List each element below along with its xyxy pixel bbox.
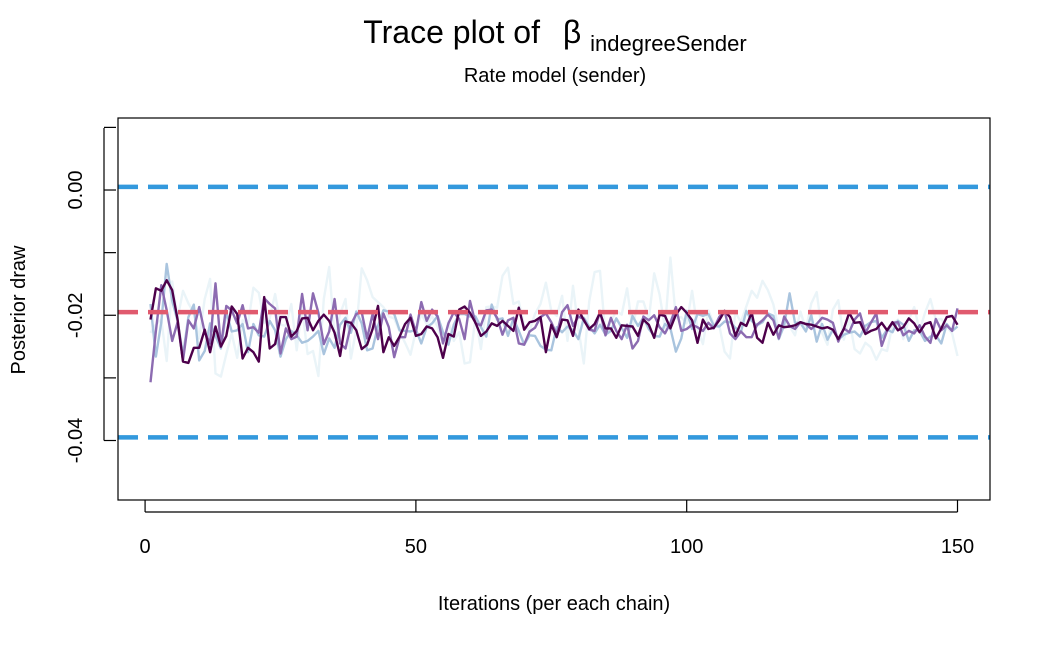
x-tick-label: 100 [670,536,703,558]
series-layer [149,256,959,383]
y-axis-label: Posterior draw [8,245,30,374]
plot-frame [117,117,991,501]
chart-title-subscript: indegreeSender [590,31,747,56]
x-tick-label: 0 [140,536,151,558]
chart-title-prefix: Trace plot of [363,14,540,50]
chain-series-line-2 [149,262,959,362]
chain-series-line-1 [149,256,959,378]
y-tick-label: -0.02 [65,293,87,339]
axes-layer: 0 50 100 150 0.00 -0.02 -0.04 [65,126,974,558]
chain-series-line-4 [149,279,959,365]
chart-subtitle: Rate model (sender) [464,65,646,87]
x-tick-label: 150 [941,536,974,558]
x-axis-label: Iterations (per each chain) [438,593,670,615]
chart-title: Trace plot of β indegreeSender [363,14,746,56]
y-tick-label: -0.04 [65,418,87,464]
chart-title-symbol: β [563,14,581,50]
y-tick-label: 0.00 [65,171,87,210]
x-tick-label: 50 [405,536,427,558]
reference-lines-layer [118,184,990,440]
